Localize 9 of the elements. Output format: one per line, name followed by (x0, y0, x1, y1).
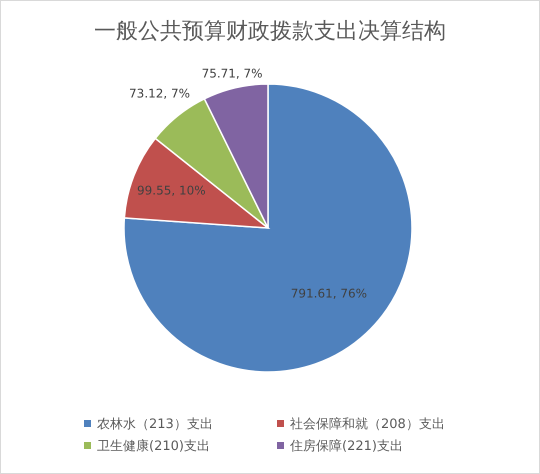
legend-label: 住房保障(221)支出 (289, 438, 403, 454)
data-label: 791.61, 76% (290, 286, 368, 300)
chart-title: 一般公共预算财政拨款支出决算结构 (94, 19, 446, 44)
legend-label: 卫生健康(210)支出 (97, 439, 210, 454)
data-label: 99.55, 10% (137, 183, 206, 198)
data-label: 73.12, 7% (129, 86, 190, 100)
legend-label: 社会保障和就（208）支出 (290, 417, 445, 432)
legend-label: 农林水（213）支出 (97, 417, 213, 432)
data-label: 75.71, 7% (202, 66, 263, 81)
